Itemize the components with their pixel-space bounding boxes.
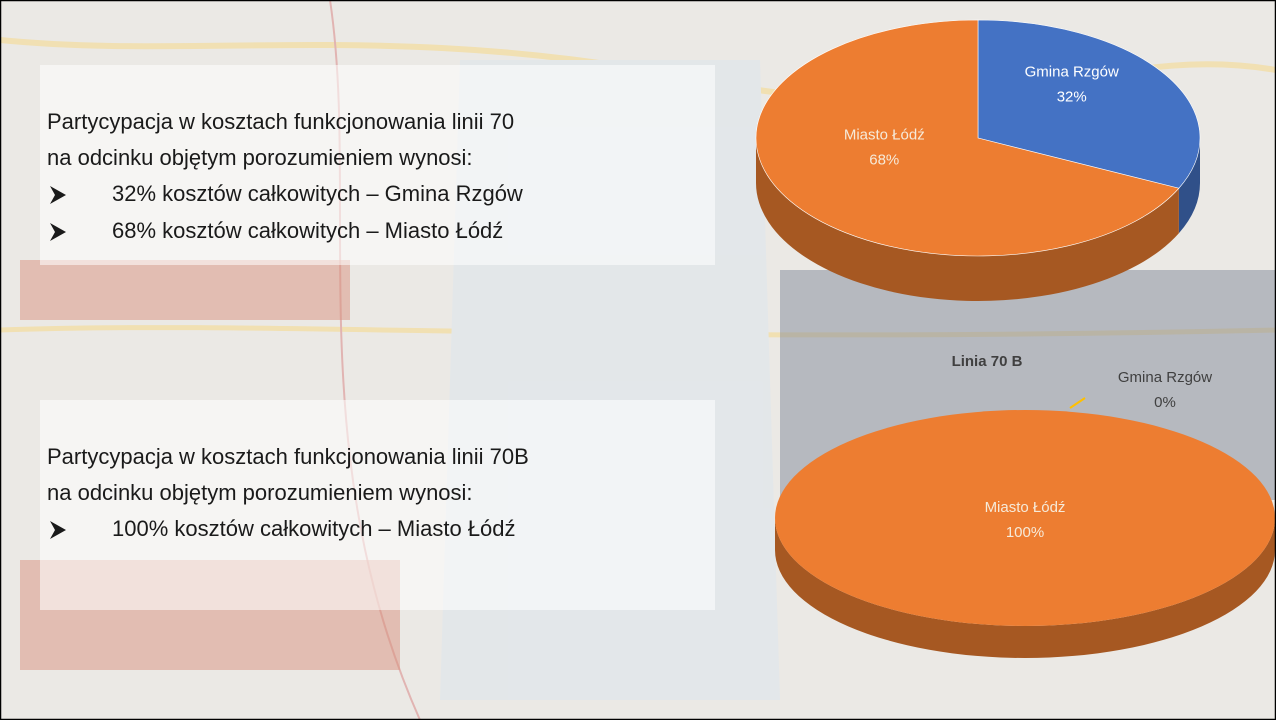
slice-value-label: 32% xyxy=(1057,88,1087,105)
leader-line xyxy=(1069,397,1086,409)
pie-side xyxy=(1178,138,1200,234)
pie-slice xyxy=(755,19,1180,257)
slice-value-label: 68% xyxy=(869,152,899,169)
paragraph-line: Partycypacja w kosztach funkcjonowania l… xyxy=(47,109,514,134)
chart-title: Linia 70 B xyxy=(952,353,1023,370)
text-panel xyxy=(40,400,715,610)
pie-side xyxy=(775,518,1275,658)
bullet-text: 68% kosztów całkowitych – Miasto Łódź xyxy=(112,218,503,243)
paragraph-line: Partycypacja w kosztach funkcjonowania l… xyxy=(47,444,529,469)
paragraph-line: na odcinku objętym porozumieniem wynosi: xyxy=(47,480,473,505)
paragraph-line: na odcinku objętym porozumieniem wynosi: xyxy=(47,145,473,170)
pie-slice xyxy=(775,410,1275,626)
slice-value-label: 100% xyxy=(1006,524,1044,541)
bullet-arrow xyxy=(50,521,66,539)
text-panel xyxy=(40,65,715,265)
pie-side xyxy=(756,138,1179,301)
bullet-arrow xyxy=(50,223,66,241)
slice-category: Miasto Łódź xyxy=(844,127,925,144)
bullet-text: 32% kosztów całkowitych – Gmina Rzgów xyxy=(112,181,523,206)
slice-category: Miasto Łódź xyxy=(985,499,1066,516)
slice-category: Gmina Rzgów xyxy=(1118,369,1212,386)
slice-category: Gmina Rzgów xyxy=(1025,63,1119,80)
pie-slice xyxy=(977,19,1201,189)
slice-value-label: 0% xyxy=(1154,394,1176,411)
bullet-text: 100% kosztów całkowitych – Miasto Łódź xyxy=(112,516,516,541)
bullet-arrow xyxy=(50,186,66,204)
